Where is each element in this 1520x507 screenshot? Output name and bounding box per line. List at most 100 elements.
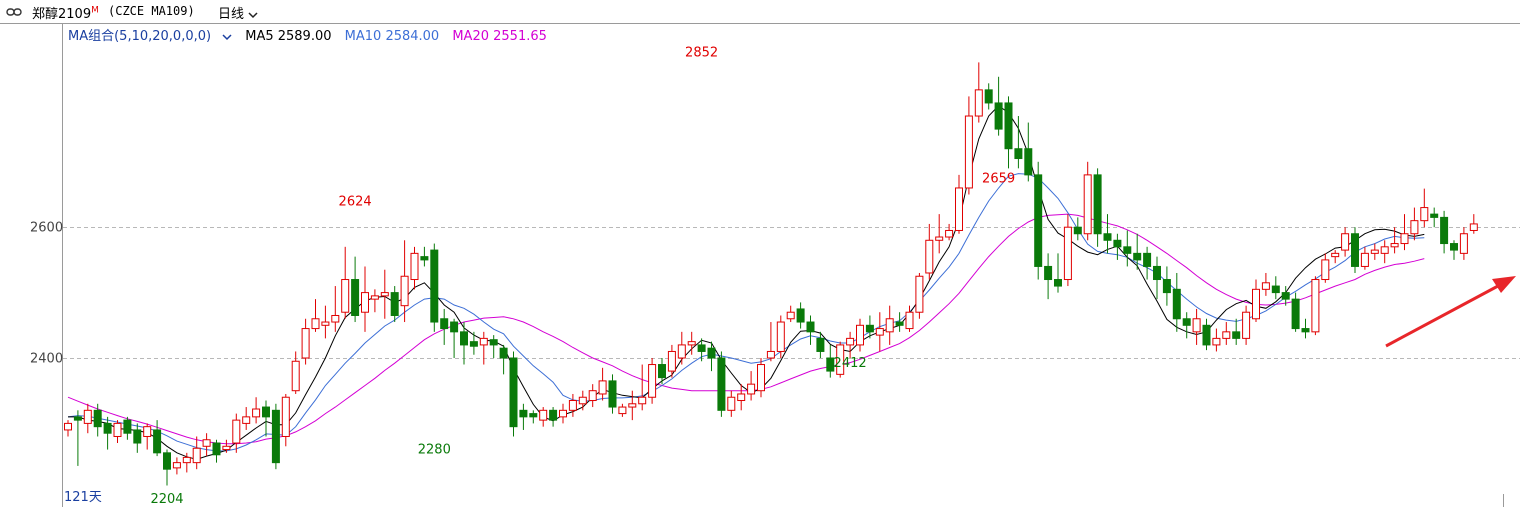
candle: [964, 96, 973, 195]
candle: [202, 433, 211, 457]
candle: [618, 403, 627, 417]
candle: [1440, 210, 1449, 254]
candle: [83, 403, 92, 434]
candle: [549, 407, 558, 427]
candle: [341, 246, 350, 319]
candle: [638, 364, 647, 411]
chevron-down-icon[interactable]: [222, 33, 232, 41]
candle: [796, 302, 805, 329]
high-price-label: 2624: [339, 195, 372, 210]
candle: [1004, 96, 1013, 169]
candle: [291, 351, 300, 394]
candle: [1232, 318, 1241, 345]
ma10-line: [67, 173, 1425, 452]
candle: [400, 240, 409, 323]
candle: [1420, 188, 1429, 228]
candle: [1390, 227, 1399, 254]
candle: [1360, 246, 1369, 270]
candle: [1281, 286, 1290, 306]
candle: [648, 358, 657, 404]
candle: [628, 390, 637, 421]
candle: [856, 318, 864, 352]
candle: [559, 403, 567, 424]
candle: [133, 423, 142, 453]
candle: [232, 413, 241, 453]
candle: [1063, 214, 1072, 287]
candle: [1261, 272, 1270, 296]
ma20-line: [67, 213, 1425, 445]
candle: [1024, 122, 1033, 182]
ma20-value: MA20 2551.65: [452, 29, 547, 44]
candle: [499, 344, 508, 375]
candle: [64, 420, 72, 437]
candle: [93, 403, 102, 437]
candle: [1123, 230, 1132, 267]
contract-code: (CZCE MA109): [108, 4, 195, 18]
candle: [143, 423, 152, 450]
candle: [677, 331, 686, 365]
candle: [113, 420, 122, 444]
ma5-line: [68, 104, 1425, 460]
candle: [994, 76, 1003, 136]
ma-layer: [67, 104, 1425, 460]
candle: [1014, 116, 1023, 169]
y-tick-label: 2400: [30, 352, 63, 367]
candle: [281, 393, 290, 447]
candle: [786, 305, 795, 323]
candle: [1143, 246, 1152, 280]
candle: [509, 351, 518, 437]
period-label: 日线: [218, 7, 245, 22]
ma-legend: MA组合(5,10,20,0,0,0) MA5 2589.00 MA10 258…: [68, 25, 556, 44]
candle: [1271, 276, 1280, 300]
low-price-label: 2204: [150, 492, 183, 507]
candle: [489, 335, 498, 358]
period-selector[interactable]: 日线: [218, 3, 258, 22]
main-contract-flag: M: [91, 5, 99, 16]
candle: [826, 344, 835, 378]
candle: [905, 305, 914, 332]
candle: [311, 299, 320, 332]
candle: [153, 420, 162, 457]
candle: [747, 371, 756, 401]
candle: [479, 331, 488, 365]
chevron-down-icon[interactable]: [248, 11, 258, 19]
candle: [460, 322, 468, 365]
candle: [1212, 328, 1221, 352]
candle: [182, 452, 191, 473]
candle: [915, 272, 924, 319]
candle: [1073, 217, 1082, 241]
candle: [242, 407, 251, 430]
candle: [1311, 276, 1320, 336]
candle: [469, 331, 478, 355]
candle: [836, 341, 845, 378]
candle: [1103, 214, 1112, 254]
candle: [222, 439, 231, 453]
candle: [737, 384, 746, 411]
candle: [123, 416, 132, 440]
candle: [380, 269, 389, 319]
candle: [539, 407, 548, 427]
indicator-selector[interactable]: MA组合(5,10,20,0,0,0): [68, 29, 232, 44]
high-price-label: 2852: [685, 45, 718, 60]
candle: [192, 436, 201, 470]
candle: [450, 318, 459, 358]
candle: [1054, 253, 1062, 293]
candle: [1034, 161, 1043, 280]
candle: [519, 403, 528, 430]
candle: [1380, 240, 1389, 264]
link-icon[interactable]: [6, 5, 22, 19]
candle: [955, 174, 963, 234]
candle: [172, 457, 181, 475]
candle: [608, 374, 617, 414]
low-price-label: 2412: [834, 356, 867, 371]
candle: [440, 308, 449, 345]
candle: [1182, 312, 1191, 339]
candle: [974, 62, 983, 123]
candle: [1192, 308, 1201, 345]
candle: [984, 83, 993, 110]
candle: [370, 289, 379, 313]
candle: [667, 344, 676, 378]
candle: [846, 331, 855, 358]
candle: [1459, 227, 1468, 260]
